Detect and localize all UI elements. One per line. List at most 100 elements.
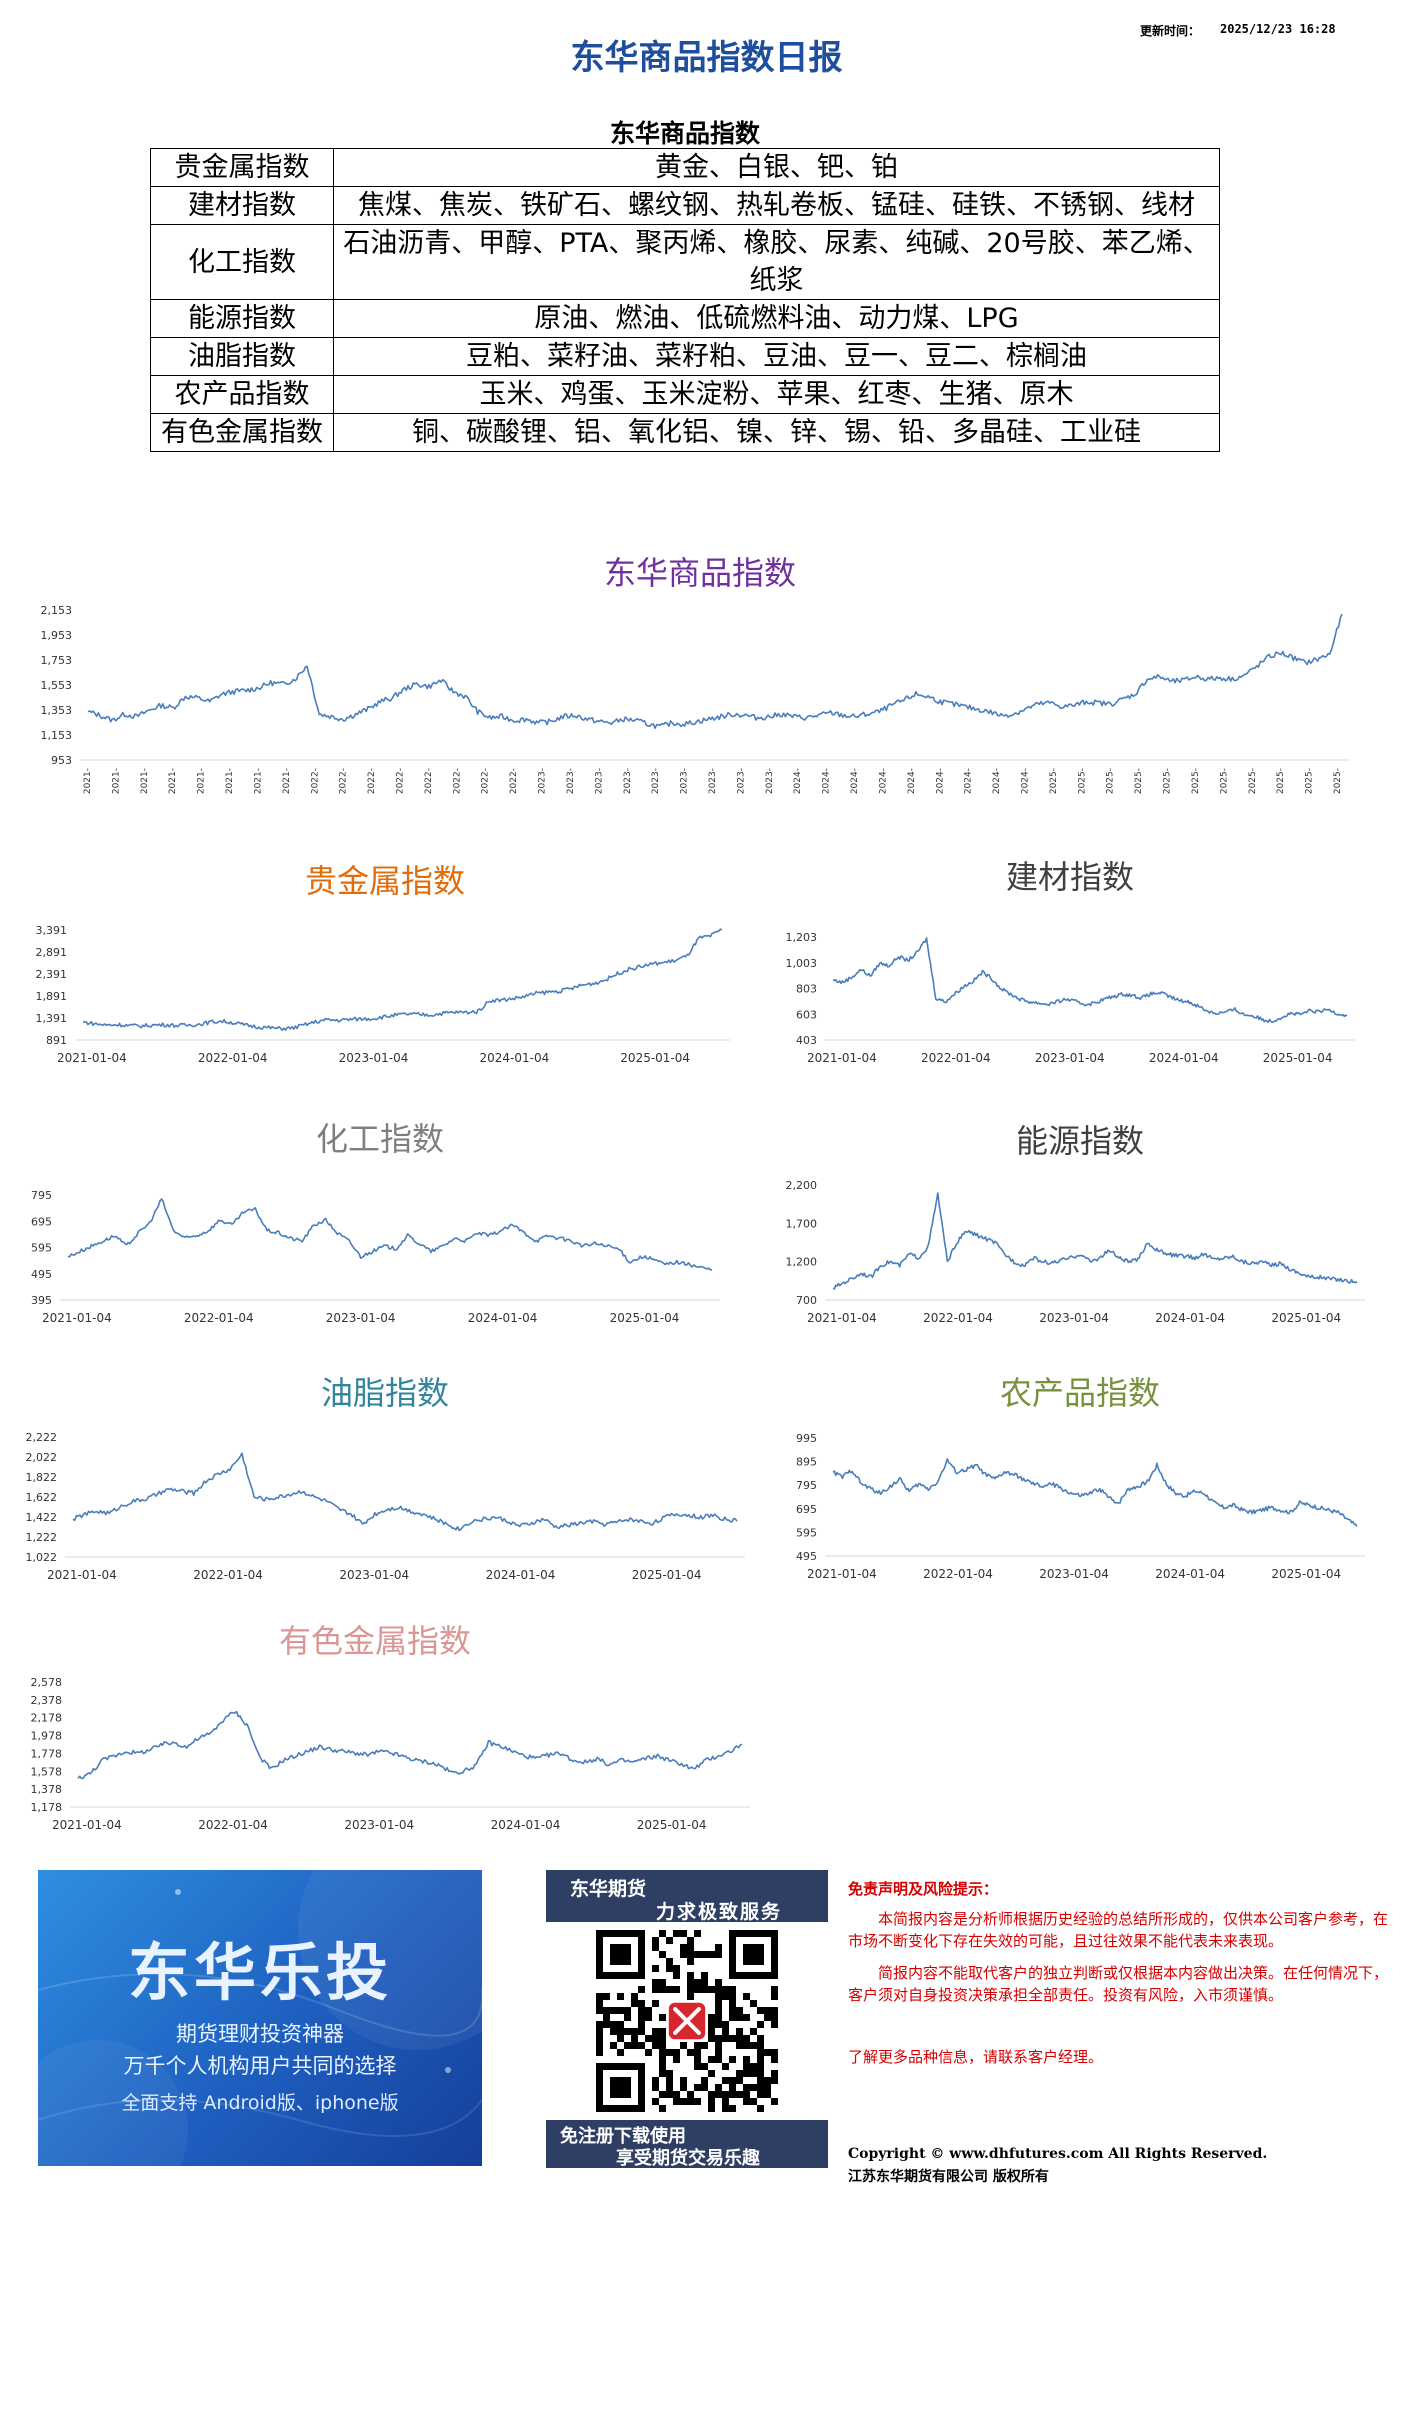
qr-module: [659, 2049, 666, 2056]
y-tick-label: 495: [796, 1550, 817, 1563]
qr-code-panel: 东华期货 力求极致服务 免注册下载使用 享受期货交易乐趣: [546, 1870, 828, 2169]
qr-module: [659, 2014, 666, 2021]
x-tick-label: 2024-: [793, 768, 803, 794]
x-tick-label: 2024-: [907, 768, 917, 794]
qr-module: [708, 2035, 715, 2042]
y-tick-label: 1,378: [31, 1783, 63, 1796]
x-tick-label: 2022-01-04: [923, 1311, 993, 1325]
qr-module: [750, 2000, 757, 2007]
x-tick-label: 2021-: [140, 768, 150, 794]
qr-module: [715, 2042, 722, 2049]
series-line: [832, 937, 1348, 1024]
x-tick-label: 2025-: [1276, 768, 1286, 794]
y-tick-label: 1,891: [36, 990, 68, 1003]
qr-module: [638, 2014, 645, 2021]
index-name-cell: 能源指数: [150, 299, 334, 338]
qr-module: [701, 1951, 708, 1958]
promo-line-1: 期货理财投资神器: [176, 2022, 344, 2046]
qr-footer-line-2: 享受期货交易乐趣: [616, 2148, 760, 2169]
qr-module: [666, 1986, 673, 1993]
index-name-cell: 贵金属指数: [150, 148, 334, 187]
qr-module: [708, 2070, 715, 2077]
qr-module: [617, 2049, 624, 2056]
qr-module: [652, 2035, 659, 2042]
qr-module: [687, 1972, 694, 1979]
y-tick-label: 1,622: [26, 1491, 58, 1504]
qr-module: [652, 2084, 659, 2091]
index-items-cell: 豆粕、菜籽油、菜籽粕、豆油、豆一、豆二、棕榈油: [333, 337, 1220, 376]
series-line: [82, 928, 723, 1032]
app-promo-banner[interactable]: 东华乐投 期货理财投资神器 万千个人机构用户共同的选择 全面支持 Android…: [38, 1870, 482, 2166]
promo-background-decoration: [38, 1870, 482, 2166]
qr-module: [687, 2049, 694, 2056]
qr-module: [659, 1986, 666, 1993]
qr-module: [771, 2098, 778, 2105]
qr-module: [596, 1993, 603, 2000]
qr-code-image[interactable]: [556, 1928, 818, 2114]
qr-module: [722, 2091, 729, 2098]
qr-module: [610, 2028, 617, 2035]
x-tick-label: 2025-: [1248, 768, 1258, 794]
index-items-cell: 玉米、鸡蛋、玉米淀粉、苹果、红枣、生猪、原木: [333, 375, 1220, 414]
qr-module: [687, 2091, 694, 2098]
qr-module: [771, 2049, 778, 2056]
qr-module: [631, 1993, 638, 2000]
qr-module: [596, 2035, 603, 2042]
x-tick-label: 2025-: [1077, 768, 1087, 794]
y-tick-label: 395: [31, 1294, 52, 1307]
qr-module: [743, 2042, 750, 2049]
qr-module: [666, 2084, 673, 2091]
qr-module: [708, 2105, 715, 2112]
qr-module: [736, 2042, 743, 2049]
qr-module: [694, 2056, 701, 2063]
y-tick-label: 895: [796, 1456, 817, 1469]
qr-module: [596, 2049, 603, 2056]
qr-module: [680, 2077, 687, 2084]
qr-module: [729, 1986, 736, 1993]
index-name-cell: 化工指数: [150, 224, 334, 300]
qr-module: [722, 2021, 729, 2028]
qr-module: [638, 2042, 645, 2049]
table-title: 东华商品指数: [609, 119, 760, 148]
qr-module: [673, 1972, 680, 1979]
qr-module: [715, 1979, 722, 1986]
y-tick-label: 1,003: [786, 957, 818, 970]
x-tick-label: 2025-: [1134, 768, 1144, 794]
series-line: [77, 1710, 743, 1780]
page-title: 东华商品指数日报: [570, 38, 843, 78]
qr-module: [659, 2105, 666, 2112]
qr-module: [757, 2021, 764, 2028]
qr-module: [673, 1965, 680, 1972]
x-tick-label: 2024-01-04: [491, 1818, 561, 1832]
index-items-cell: 焦煤、焦炭、铁矿石、螺纹钢、热轧卷板、锰硅、硅铁、不锈钢、线材: [333, 186, 1220, 225]
qr-module: [680, 1930, 687, 1937]
qr-header-line-2: 力求极致服务: [656, 1901, 783, 1923]
qr-finder-pattern: [596, 1930, 645, 1979]
qr-module: [757, 2007, 764, 2014]
chemicals-chart: 795 695 595 495 395 2021-01-04 2022-01-04 2023-…: [31, 1189, 720, 1325]
qr-module: [736, 2035, 743, 2042]
index-name-cell: 油脂指数: [150, 337, 334, 376]
qr-finder-pattern: [596, 2063, 645, 2112]
x-tick-label: 2023-: [765, 768, 775, 794]
qr-module: [659, 1930, 666, 1937]
x-tick-label: 2025-01-04: [620, 1051, 690, 1065]
promo-title: 东华乐投: [127, 1936, 392, 2009]
qr-module: [708, 2021, 715, 2028]
qr-module: [736, 2077, 743, 2084]
x-tick-label: 2023-: [594, 768, 604, 794]
series-line: [87, 613, 1343, 729]
x-tick-label: 2025-01-04: [637, 1818, 707, 1832]
series-line: [832, 1192, 1358, 1290]
qr-module: [631, 2035, 638, 2042]
company-rights-line: 江苏东华期货有限公司 版权所有: [848, 2169, 1049, 2185]
qr-module: [722, 2098, 729, 2105]
qr-module: [659, 2091, 666, 2098]
qr-module: [771, 1993, 778, 2000]
x-tick-label: 2021-01-04: [57, 1051, 127, 1065]
qr-module: [645, 2035, 652, 2042]
qr-module: [729, 2084, 736, 2091]
x-tick-label: 2021-: [225, 768, 235, 794]
x-tick-label: 2022-01-04: [184, 1311, 254, 1325]
x-tick-label: 2024-: [850, 768, 860, 794]
